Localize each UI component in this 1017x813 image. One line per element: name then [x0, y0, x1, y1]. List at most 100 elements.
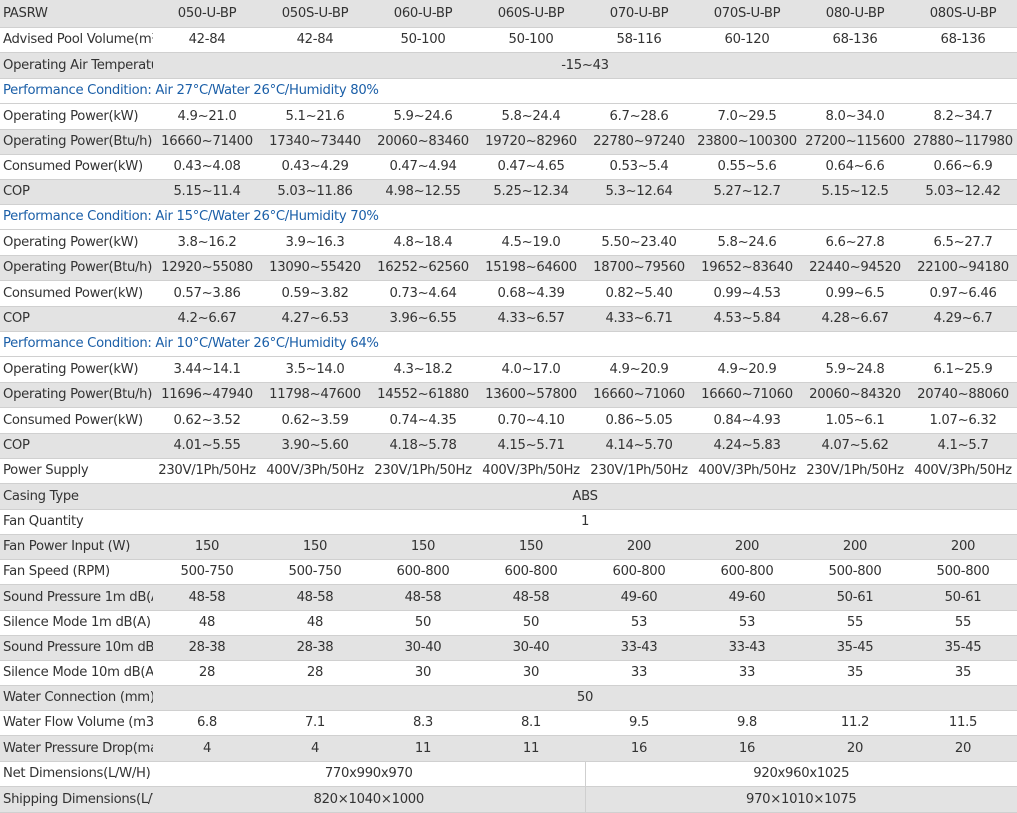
spec-value: 3.96~6.55	[369, 306, 477, 332]
spec-value: 600-800	[477, 559, 585, 585]
spec-value: 4.07~5.62	[801, 433, 909, 459]
spec-value: 0.86~5.05	[585, 407, 693, 434]
spec-value: 230V/1Ph/50Hz	[369, 458, 477, 484]
spec-value: 0.55~5.6	[693, 154, 801, 180]
spec-value-merged: 50	[153, 685, 1017, 711]
spec-value: 0.84~4.93	[693, 407, 801, 434]
spec-value: 4.15~5.71	[477, 433, 585, 459]
spec-value: 16660~71060	[585, 382, 693, 408]
spec-value: 15198~64600	[477, 255, 585, 281]
spec-value: 4.8~18.4	[369, 229, 477, 256]
spec-value: 35-45	[909, 635, 1017, 661]
row-label: Advised Pool Volume(m³)	[0, 27, 153, 53]
spec-value: 5.8~24.4	[477, 103, 585, 130]
spec-value: 0.47~4.94	[369, 154, 477, 180]
spec-value: 1.07~6.32	[909, 407, 1017, 434]
spec-value: 4.18~5.78	[369, 433, 477, 459]
row-label: Water Connection (mm)	[0, 685, 153, 711]
section-header-row: Performance Condition: Air 15°C/Water 26…	[0, 204, 1017, 230]
spec-value: 3.9~16.3	[261, 229, 369, 256]
spec-value: 230V/1Ph/50Hz	[801, 458, 909, 484]
spec-value: 150	[477, 534, 585, 560]
spec-value: 16252~62560	[369, 255, 477, 281]
spec-value: 20	[909, 735, 1017, 762]
spec-value: 7.1	[261, 710, 369, 736]
spec-value: 5.9~24.6	[369, 103, 477, 130]
spec-row: Water Pressure Drop(max.) kPa44111116162…	[0, 735, 1017, 762]
row-label: Operating Power(kW)	[0, 103, 153, 130]
spec-value: 4.1~5.7	[909, 433, 1017, 459]
spec-value: 48	[153, 610, 261, 636]
row-label: Consumed Power(kW)	[0, 280, 153, 307]
spec-value: 27880~117980	[909, 129, 1017, 155]
row-label: COP	[0, 433, 153, 459]
row-label: Water Flow Volume (m3/h)	[0, 710, 153, 736]
spec-value: 22440~94520	[801, 255, 909, 281]
row-label: Operating Power(Btu/h)	[0, 129, 153, 155]
spec-row: Operating Power(kW) 3.44~14.1 3.5~14.0 4.3~…	[0, 356, 1017, 383]
spec-value: 9.8	[693, 710, 801, 736]
spec-value: 48-58	[369, 584, 477, 611]
spec-value: 28-38	[261, 635, 369, 661]
spec-row: Advised Pool Volume(m³) 42-84 42-84 50-100 5…	[0, 27, 1017, 53]
row-label: Casing Type	[0, 483, 153, 510]
spec-value: 50-100	[477, 27, 585, 53]
spec-value: 0.43~4.08	[153, 154, 261, 180]
spec-value: 0.47~4.65	[477, 154, 585, 180]
spec-value: 11696~47940	[153, 382, 261, 408]
spec-value-group: 820×1040×1000	[153, 786, 586, 813]
spec-value: 4.5~19.0	[477, 229, 585, 256]
spec-value: 42-84	[261, 27, 369, 53]
spec-value: 4.9~21.0	[153, 103, 261, 130]
spec-value: 11.2	[801, 710, 909, 736]
model-header: 050S-U-BP	[261, 0, 369, 28]
spec-value: 0.99~6.5	[801, 280, 909, 307]
spec-value: 50	[477, 610, 585, 636]
spec-row: Water Flow Volume (m3/h)6.87.18.38.19.59…	[0, 710, 1017, 736]
section-title: Performance Condition: Air 15°C/Water 26…	[0, 204, 1017, 230]
spec-value: 35	[909, 660, 1017, 686]
spec-value: 16660~71400	[153, 129, 261, 155]
spec-row: Silence Mode 1m dB(A) 48 48 50 50 53 53 55 55	[0, 610, 1017, 636]
spec-value: 230V/1Ph/50Hz	[153, 458, 261, 484]
section-title: Performance Condition: Air 27°C/Water 26…	[0, 78, 1017, 104]
spec-value: 4.2~6.67	[153, 306, 261, 332]
spec-value: 27200~115600	[801, 129, 909, 155]
spec-value: 4	[153, 735, 261, 762]
spec-value: 230V/1Ph/50Hz	[585, 458, 693, 484]
spec-value: 42-84	[153, 27, 261, 53]
spec-value: 55	[801, 610, 909, 636]
section-header-row: Performance Condition: Air 10°C/Water 26…	[0, 331, 1017, 357]
row-label: Operating Power(Btu/h)	[0, 382, 153, 408]
spec-value: 50-100	[369, 27, 477, 53]
spec-value: 28	[153, 660, 261, 686]
spec-value: 4.33~6.71	[585, 306, 693, 332]
spec-value: 4.3~18.2	[369, 356, 477, 383]
spec-value: 11	[477, 735, 585, 762]
spec-value: 500-750	[153, 559, 261, 585]
spec-row: Sound Pressure 10m dB(A)28-3828-3830-403…	[0, 635, 1017, 661]
spec-value: 5.03~12.42	[909, 179, 1017, 205]
spec-value: 150	[261, 534, 369, 560]
spec-row: Operating Air Temperature(°C)-15~43	[0, 52, 1017, 79]
spec-value: 5.3~12.64	[585, 179, 693, 205]
spec-value: 7.0~29.5	[693, 103, 801, 130]
row-label: Operating Power(kW)	[0, 356, 153, 383]
spec-value: 22780~97240	[585, 129, 693, 155]
spec-value-group: 770x990x970	[153, 761, 586, 787]
spec-value: 4.0~17.0	[477, 356, 585, 383]
spec-value: 5.8~24.6	[693, 229, 801, 256]
model-header: 050-U-BP	[153, 0, 261, 28]
spec-value: 1.05~6.1	[801, 407, 909, 434]
spec-row: Operating Power(kW) 4.9~21.0 5.1~21.6 5.9~2…	[0, 103, 1017, 130]
spec-value: 5.27~12.7	[693, 179, 801, 205]
spec-value: 19720~82960	[477, 129, 585, 155]
header-label: PASRW	[0, 0, 153, 28]
spec-row: Net Dimensions(L/W/H) (mm)770x990x970920…	[0, 761, 1017, 787]
spec-value: 0.68~4.39	[477, 280, 585, 307]
spec-value: 11798~47600	[261, 382, 369, 408]
spec-value: 5.50~23.40	[585, 229, 693, 256]
spec-value: 3.44~14.1	[153, 356, 261, 383]
spec-value: 0.66~6.9	[909, 154, 1017, 180]
spec-row: Sound Pressure 1m dB(A) 48-58 48-58 48-58 48…	[0, 584, 1017, 611]
